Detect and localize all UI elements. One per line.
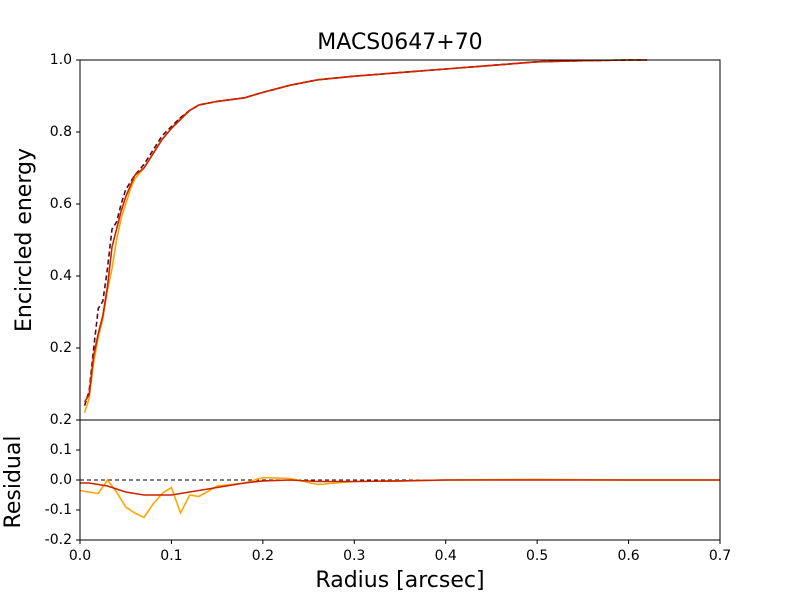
plot-frame xyxy=(79,59,721,421)
y-tick-label: -0.1 xyxy=(45,502,72,518)
x-tick-label: 0.6 xyxy=(617,548,639,564)
y-tick-label: 0.2 xyxy=(50,412,72,428)
y-tick-label: 0.4 xyxy=(50,268,72,284)
plot-frame xyxy=(79,419,721,541)
y-tick-label: 1.0 xyxy=(50,52,72,68)
x-tick-label: 0.0 xyxy=(69,548,91,564)
x-axis-label: Radius [arcsec] xyxy=(315,568,484,593)
x-tick-label: 0.7 xyxy=(709,548,731,564)
y-tick-label: -0.2 xyxy=(45,532,72,548)
y-axis-label: Residual xyxy=(1,436,26,529)
y-tick-label: 0.8 xyxy=(50,124,72,140)
y-axis-label: Encircled energy xyxy=(12,148,37,332)
x-tick-label: 0.4 xyxy=(435,548,457,564)
x-tick-label: 0.2 xyxy=(252,548,274,564)
y-tick-label: 0.6 xyxy=(50,196,72,212)
series-line xyxy=(83,59,647,403)
y-tick-label: 0.0 xyxy=(50,472,72,488)
series-line xyxy=(83,59,647,406)
chart-title: MACS0647+70 xyxy=(317,30,482,55)
y-tick-label: 0.1 xyxy=(50,442,72,458)
x-tick-label: 0.5 xyxy=(526,548,548,564)
series-line xyxy=(80,479,720,496)
y-tick-label: 0.2 xyxy=(50,340,72,356)
x-tick-label: 0.1 xyxy=(160,548,182,564)
series-line xyxy=(83,59,647,414)
series-line xyxy=(79,476,720,519)
x-tick-label: 0.3 xyxy=(343,548,365,564)
